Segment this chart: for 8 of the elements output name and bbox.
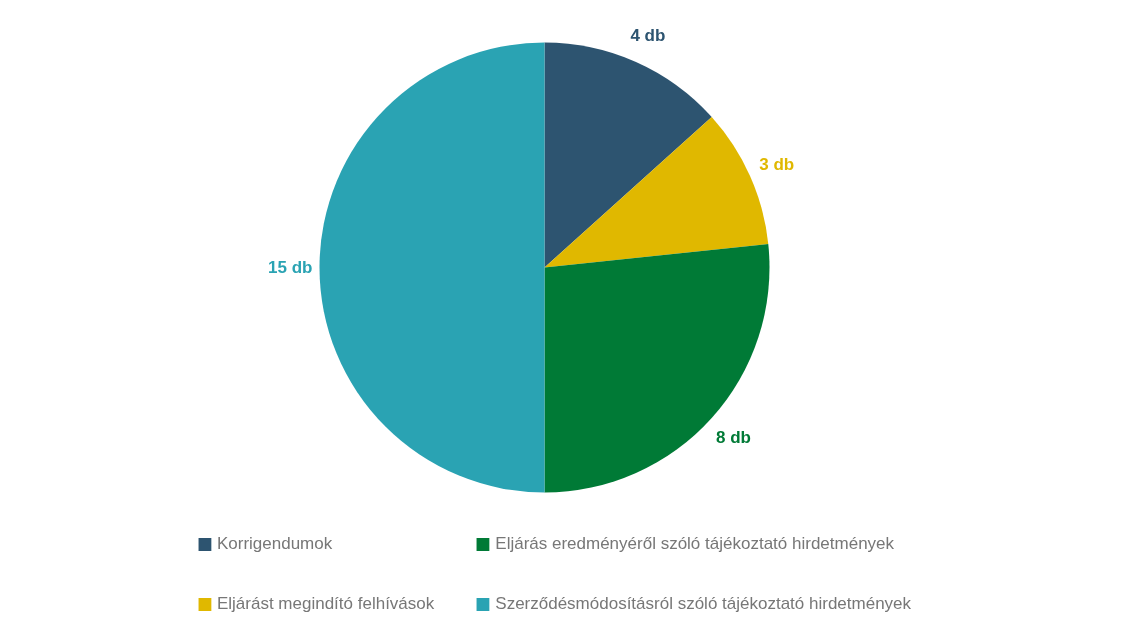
legend-label: Eljárást megindító felhívások [216, 594, 435, 614]
legend-label: Korrigendumok [216, 534, 333, 554]
legend-label: Szerződésmódosításról szóló tájékoztató hirdetmények [495, 594, 912, 614]
data-label: 8 db [715, 428, 751, 448]
legend-label: Eljárás eredményéről szóló tájékoztató hirdetmények [495, 534, 895, 554]
data-label: 15 db [268, 258, 313, 277]
data-label: 4 db [630, 25, 666, 45]
data-label: 3 db [759, 154, 795, 174]
